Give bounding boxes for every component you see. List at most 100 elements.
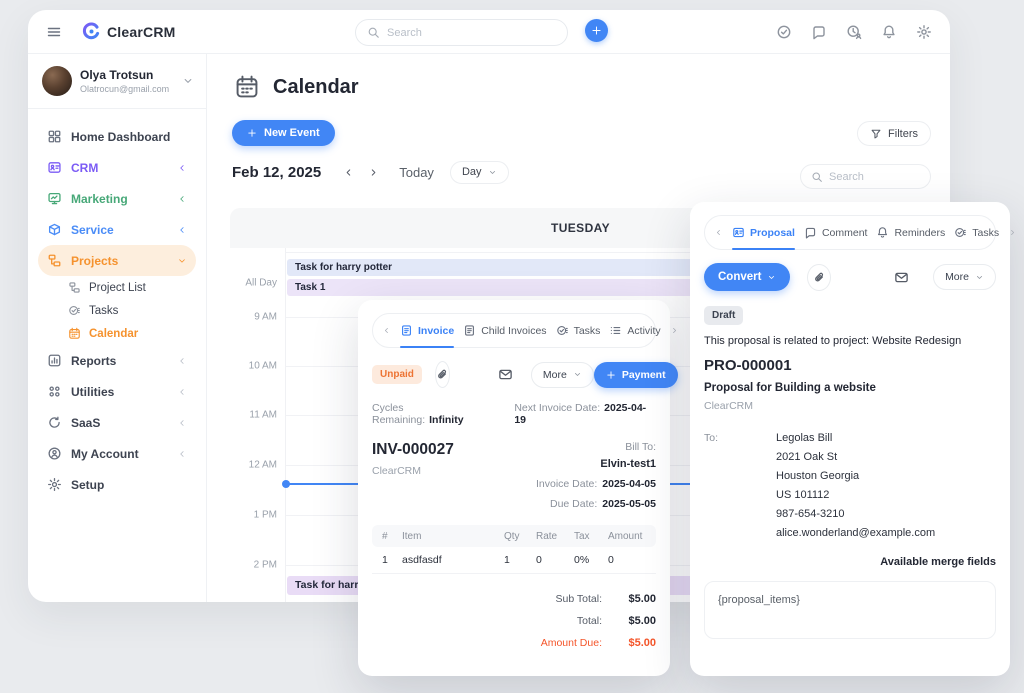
tab-reminders[interactable]: Reminders	[876, 216, 945, 249]
sidebar-item-crm[interactable]: CRM	[38, 152, 196, 183]
invoice-header: INV-000027 ClearCRM Bill To: Elvin-test1…	[372, 441, 656, 510]
sidebar-item-service[interactable]: Service	[38, 214, 196, 245]
sidebar-item-utilities[interactable]: Utilities	[38, 376, 196, 407]
view-selector[interactable]: Day	[449, 160, 509, 184]
messages-icon[interactable]	[811, 24, 827, 40]
page-header: Calendar	[234, 74, 359, 100]
tabs-scroll-right-icon[interactable]	[1008, 228, 1017, 237]
more-button[interactable]: More	[933, 264, 996, 290]
next-invoice-label: Next Invoice Date:	[514, 402, 601, 414]
sidebar-item-setup[interactable]: Setup	[38, 469, 196, 500]
global-search[interactable]	[355, 19, 568, 46]
comment-icon	[804, 226, 817, 239]
tab-comment[interactable]: Comment	[804, 216, 867, 249]
amount-due-row: Amount Due: $5.00	[372, 632, 656, 654]
recipient-block: To: Legolas Bill 2021 Oak St Houston Geo…	[704, 432, 996, 546]
next-day-icon[interactable]	[368, 167, 379, 178]
sidebar-item-label: Projects	[71, 253, 119, 268]
global-search-input[interactable]	[387, 26, 556, 39]
add-payment-button[interactable]: Payment	[593, 361, 678, 388]
activity-history-icon[interactable]	[846, 24, 862, 40]
crm-icon	[47, 160, 62, 175]
sidebar-item-saas[interactable]: SaaS	[38, 407, 196, 438]
merge-fields-link[interactable]: Available merge fields	[880, 556, 996, 568]
prev-day-icon[interactable]	[343, 167, 354, 178]
sidebar-item-projects[interactable]: Projects	[38, 245, 196, 276]
calendar-search[interactable]	[800, 164, 931, 189]
settings-icon[interactable]	[916, 24, 932, 40]
quick-add-button[interactable]	[585, 19, 608, 42]
chevron-down-icon	[767, 273, 776, 282]
tabs-scroll-left-icon[interactable]	[714, 228, 723, 237]
attachment-button[interactable]	[807, 263, 832, 291]
cell-amount: 0	[608, 554, 614, 566]
current-date: Feb 12, 2025	[232, 163, 322, 181]
tab-child-invoices[interactable]: Child Invoices	[463, 314, 547, 347]
sidebar-item-tasks[interactable]: Tasks	[38, 299, 196, 322]
chevron-down-icon	[177, 256, 187, 266]
paperclip-icon	[436, 368, 449, 381]
sidebar-item-label: Reports	[71, 353, 117, 368]
reports-icon	[47, 353, 62, 368]
calendar-search-input[interactable]	[829, 170, 920, 183]
col-header-item: Item	[402, 530, 422, 542]
chevron-left-icon	[177, 387, 187, 397]
tab-tasks[interactable]: Tasks	[556, 314, 600, 347]
sidebar-item-reports[interactable]: Reports	[38, 345, 196, 376]
sidebar-item-label: SaaS	[71, 415, 101, 430]
filters-button[interactable]: Filters	[857, 121, 931, 146]
cell-rate: 0	[536, 554, 542, 566]
more-button[interactable]: More	[530, 361, 594, 388]
proposal-title: Proposal for Building a website	[704, 382, 876, 394]
tabs-scroll-right-icon[interactable]	[670, 326, 679, 335]
tabs-scroll-left-icon[interactable]	[382, 326, 391, 335]
tab-label: Proposal	[750, 226, 795, 239]
recipient-name: Legolas Bill	[776, 432, 833, 444]
invoice-number: INV-000027	[372, 441, 454, 458]
view-selected-value: Day	[461, 166, 482, 178]
tab-activity[interactable]: Activity	[609, 314, 661, 347]
convert-button[interactable]: Convert	[704, 263, 791, 291]
invoice-company: ClearCRM	[372, 465, 422, 477]
more-label: More	[542, 368, 567, 381]
menu-icon[interactable]	[46, 24, 62, 40]
sidebar-item-home-dashboard[interactable]: Home Dashboard	[38, 121, 196, 152]
status-badge-draft: Draft	[704, 306, 744, 325]
logo[interactable]: ClearCRM	[82, 22, 176, 41]
envelope-icon	[894, 270, 909, 285]
attachment-button[interactable]	[434, 361, 450, 388]
user-menu[interactable]: Olya Trotsun Olatrocun@gmail.com	[28, 54, 206, 109]
page-title: Calendar	[273, 75, 359, 98]
avatar	[42, 66, 72, 96]
sidebar-item-marketing[interactable]: Marketing	[38, 183, 196, 214]
notifications-icon[interactable]	[881, 24, 897, 40]
new-event-button[interactable]: New Event	[232, 120, 335, 146]
col-header-num: #	[382, 530, 388, 542]
recipient-email: alice.wonderland@example.com	[776, 527, 936, 539]
all-day-label: All Day	[245, 277, 277, 289]
due-date-label: Due Date:	[550, 498, 598, 510]
tab-label: Activity	[627, 324, 661, 337]
tab-tasks[interactable]: Tasks	[954, 216, 999, 249]
sidebar-item-project-list[interactable]: Project List	[38, 276, 196, 299]
today-button[interactable]: Today	[399, 164, 434, 180]
plus-icon	[591, 25, 602, 36]
invoice-panel: Invoice Child Invoices Tasks Activity Un…	[358, 300, 678, 676]
cell-item: asdfasdf	[402, 554, 442, 566]
funnel-icon	[870, 128, 882, 140]
sidebar-item-my-account[interactable]: My Account	[38, 438, 196, 469]
email-button[interactable]	[498, 367, 513, 382]
proposal-icon	[732, 226, 745, 239]
proposal-items-box[interactable]: {proposal_items}	[704, 581, 996, 639]
tab-invoice[interactable]: Invoice	[400, 314, 455, 348]
chevron-left-icon	[177, 449, 187, 459]
payment-label: Payment	[621, 368, 666, 381]
sidebar-item-calendar[interactable]: Calendar	[38, 322, 196, 345]
col-header-qty: Qty	[504, 530, 520, 542]
email-button[interactable]	[894, 270, 909, 285]
filters-label: Filters	[888, 127, 918, 140]
invoice-billing: Bill To: Elvin-test1 Invoice Date: 2025-0…	[536, 441, 656, 510]
tasks-check-icon[interactable]	[776, 24, 792, 40]
subtotal-value: $5.00	[628, 593, 656, 605]
tab-proposal[interactable]: Proposal	[732, 216, 795, 250]
